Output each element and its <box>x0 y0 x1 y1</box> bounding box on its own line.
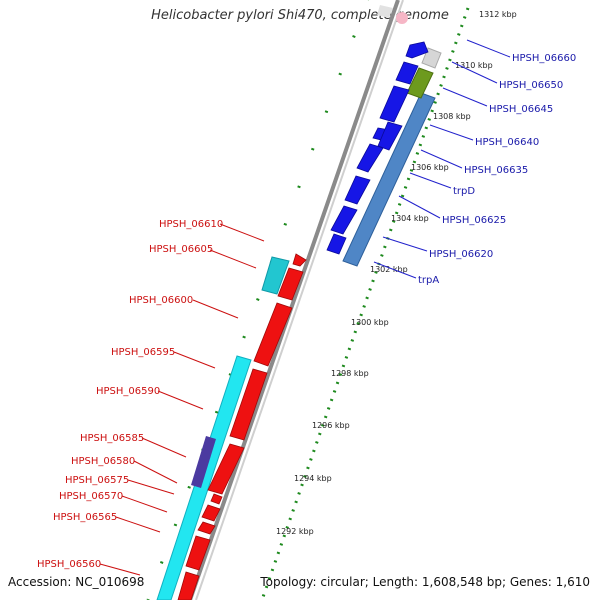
gene-label: HPSH_06590 <box>96 386 160 397</box>
gene-label: HPSH_06565 <box>53 512 117 523</box>
cds-arrow <box>201 504 221 522</box>
reverse-labels: HPSH_06610 HPSH_06605 HPSH_06600 HPSH_06… <box>37 219 223 570</box>
scale-label: 1312 kbp <box>479 10 517 19</box>
genome-title: Helicobacter pylori Shi470, complete gen… <box>151 8 449 23</box>
forward-gene-band <box>342 92 436 267</box>
scale-label: 1304 kbp <box>391 214 429 223</box>
gene-label: HPSH_06605 <box>149 244 213 255</box>
scale-label: 1308 kbp <box>433 112 471 121</box>
cds-arrow <box>185 535 211 571</box>
cds-arrow <box>379 85 410 123</box>
cds-arrow <box>395 61 419 85</box>
cds-arrow <box>330 205 358 235</box>
reverse-leader-lines <box>99 223 265 576</box>
gene-label: trpA <box>418 275 439 286</box>
scale-label: 1310 kbp <box>455 61 493 70</box>
gene-label: trpD <box>453 186 475 197</box>
gene-label: HPSH_06585 <box>80 433 144 444</box>
backbone-inner <box>195 0 404 600</box>
cds-arrow <box>197 521 216 535</box>
cds-arrow <box>277 267 304 301</box>
olive-feature <box>406 67 434 99</box>
gene-label: HPSH_06635 <box>464 165 528 176</box>
accession-text: Accession: NC_010698 <box>8 575 145 589</box>
gene-label: HPSH_06580 <box>71 456 135 467</box>
gene-label: HPSH_06640 <box>475 137 539 148</box>
reverse-cds-arrows <box>177 253 307 600</box>
gene-label: HPSH_06600 <box>129 295 193 306</box>
cds-arrow <box>229 368 268 441</box>
cds-arrow <box>356 143 384 173</box>
forward-labels: HPSH_06660 HPSH_06650 HPSH_06645 HPSH_06… <box>418 53 576 286</box>
cds-arrow <box>326 233 347 255</box>
scale-labels: 1312 kbp 1310 kbp 1308 kbp 1306 kbp 1304… <box>276 10 517 536</box>
gene-label: HPSH_06560 <box>37 559 101 570</box>
inner-tick-ring <box>146 0 369 600</box>
scale-label: 1300 kbp <box>351 318 389 327</box>
reverse-gene-small <box>261 256 290 295</box>
gene-label: HPSH_06575 <box>65 475 129 486</box>
forward-cds-arrows <box>326 41 429 255</box>
gene-label: HPSH_06625 <box>442 215 506 226</box>
scale-label: 1294 kbp <box>294 474 332 483</box>
cds-arrow <box>253 302 293 367</box>
cds-arrow <box>210 493 223 505</box>
scale-label: 1302 kbp <box>370 265 408 274</box>
gene-label: HPSH_06650 <box>499 80 563 91</box>
gene-label: HPSH_06645 <box>489 104 553 115</box>
cds-arrow <box>377 121 403 151</box>
cds-arrow <box>344 175 371 205</box>
cds-arrow <box>207 443 245 495</box>
cds-arrow <box>292 253 307 267</box>
gene-label: HPSH_06610 <box>159 219 223 230</box>
summary-text: Topology: circular; Length: 1,608,548 bp… <box>260 575 590 589</box>
gene-label: HPSH_06620 <box>429 249 493 260</box>
grey-feature <box>421 47 442 69</box>
grey-feature-top <box>377 5 393 18</box>
gene-label: HPSH_06595 <box>111 347 175 358</box>
outer-tick-ring <box>260 7 470 600</box>
cds-arrow <box>405 41 429 59</box>
scale-label: 1296 kbp <box>312 421 350 430</box>
pink-marker <box>396 12 408 24</box>
gene-label: HPSH_06570 <box>59 491 123 502</box>
purple-feature <box>191 436 216 488</box>
scale-label: 1298 kbp <box>331 369 369 378</box>
scale-label: 1306 kbp <box>411 163 449 172</box>
cds-arrow <box>177 571 200 600</box>
gene-label: HPSH_06660 <box>512 53 576 64</box>
scale-label: 1292 kbp <box>276 527 314 536</box>
forward-leader-lines <box>373 39 511 279</box>
backbone-outer <box>188 0 400 600</box>
